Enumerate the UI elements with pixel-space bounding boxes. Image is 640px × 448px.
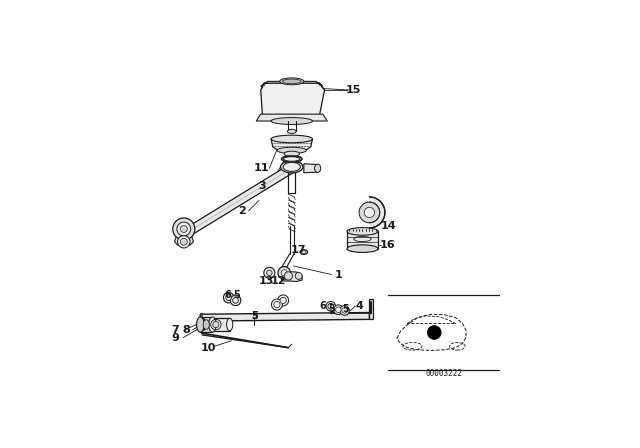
- Text: 15: 15: [346, 85, 362, 95]
- Circle shape: [295, 272, 302, 280]
- Circle shape: [177, 236, 190, 248]
- Text: 14: 14: [381, 221, 396, 231]
- Circle shape: [278, 295, 289, 306]
- Text: 17: 17: [291, 246, 307, 255]
- Ellipse shape: [200, 319, 206, 331]
- Ellipse shape: [284, 157, 300, 161]
- Bar: [345, 195, 369, 230]
- Circle shape: [180, 238, 188, 245]
- Circle shape: [233, 297, 238, 303]
- Text: 5: 5: [251, 311, 258, 321]
- Circle shape: [326, 302, 335, 311]
- Circle shape: [364, 207, 374, 218]
- Polygon shape: [200, 317, 212, 332]
- Text: 3: 3: [258, 181, 266, 190]
- Polygon shape: [260, 82, 323, 86]
- Circle shape: [226, 295, 232, 301]
- Circle shape: [267, 270, 272, 276]
- Ellipse shape: [212, 322, 219, 327]
- Circle shape: [274, 302, 280, 308]
- Ellipse shape: [227, 319, 233, 331]
- Circle shape: [354, 197, 385, 228]
- Ellipse shape: [301, 251, 306, 254]
- Text: 5: 5: [342, 304, 349, 314]
- Ellipse shape: [282, 156, 302, 162]
- Text: 00003222: 00003222: [426, 370, 463, 379]
- Ellipse shape: [196, 317, 204, 332]
- Circle shape: [342, 308, 348, 313]
- Ellipse shape: [347, 228, 378, 235]
- Circle shape: [223, 293, 234, 303]
- Circle shape: [233, 297, 238, 303]
- Polygon shape: [347, 232, 378, 249]
- Polygon shape: [369, 299, 373, 319]
- Ellipse shape: [209, 317, 216, 332]
- Polygon shape: [203, 319, 230, 331]
- Ellipse shape: [280, 78, 304, 85]
- Circle shape: [328, 303, 333, 309]
- Ellipse shape: [277, 147, 307, 154]
- Circle shape: [340, 306, 349, 315]
- Circle shape: [264, 267, 275, 278]
- Text: 12: 12: [270, 276, 285, 286]
- Polygon shape: [189, 164, 294, 233]
- Text: 9: 9: [172, 333, 179, 343]
- Ellipse shape: [300, 250, 308, 254]
- Ellipse shape: [314, 164, 321, 172]
- Polygon shape: [175, 237, 193, 245]
- Circle shape: [230, 295, 241, 306]
- Polygon shape: [304, 164, 317, 173]
- Text: 11: 11: [254, 163, 269, 172]
- Polygon shape: [200, 313, 202, 321]
- Circle shape: [428, 326, 441, 340]
- Polygon shape: [200, 313, 369, 321]
- Polygon shape: [260, 83, 324, 116]
- Text: 5: 5: [328, 304, 335, 314]
- Circle shape: [177, 222, 191, 236]
- Ellipse shape: [284, 151, 300, 156]
- Ellipse shape: [280, 161, 303, 173]
- Circle shape: [271, 299, 282, 310]
- Ellipse shape: [283, 163, 300, 172]
- Circle shape: [284, 272, 292, 280]
- Ellipse shape: [287, 129, 296, 134]
- Text: 13: 13: [258, 276, 273, 286]
- Circle shape: [226, 295, 232, 301]
- Polygon shape: [256, 114, 327, 121]
- Circle shape: [281, 270, 287, 276]
- Ellipse shape: [271, 135, 312, 143]
- Text: 10: 10: [200, 343, 216, 353]
- Text: 5: 5: [251, 311, 258, 321]
- Text: 2: 2: [238, 206, 246, 216]
- Text: 4: 4: [355, 301, 363, 310]
- Text: 8: 8: [182, 325, 191, 336]
- Ellipse shape: [282, 79, 301, 84]
- Text: 16: 16: [380, 240, 395, 250]
- Circle shape: [180, 225, 188, 233]
- Circle shape: [278, 267, 291, 279]
- Circle shape: [359, 202, 380, 223]
- Polygon shape: [271, 139, 312, 151]
- Circle shape: [230, 295, 241, 306]
- Circle shape: [328, 303, 333, 309]
- Polygon shape: [282, 271, 302, 281]
- Circle shape: [333, 305, 343, 314]
- Ellipse shape: [271, 117, 312, 125]
- Circle shape: [280, 297, 286, 303]
- Circle shape: [223, 293, 234, 303]
- Text: 1: 1: [335, 270, 342, 280]
- Ellipse shape: [347, 245, 378, 253]
- Text: 6: 6: [225, 289, 231, 300]
- Circle shape: [173, 218, 195, 240]
- Text: 6: 6: [319, 301, 326, 310]
- Circle shape: [335, 307, 341, 313]
- Text: 7: 7: [172, 325, 179, 336]
- Ellipse shape: [203, 320, 209, 329]
- Text: 5: 5: [233, 289, 240, 300]
